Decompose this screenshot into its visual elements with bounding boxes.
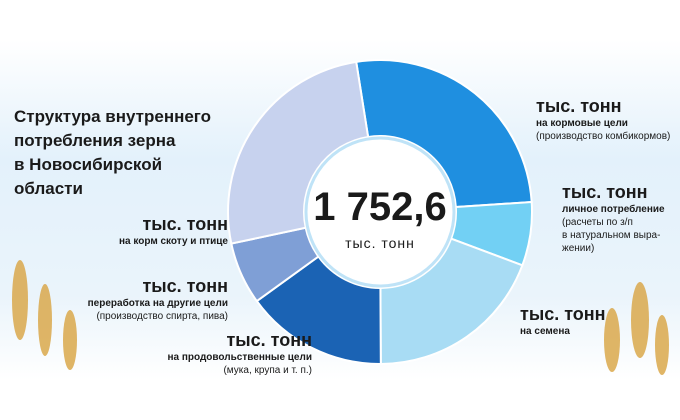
donut-segment: [379, 237, 524, 366]
center-disc: [304, 136, 456, 288]
category-name: на корм скоту и птице: [119, 236, 228, 247]
category-note: (мука, крупа и т. п.): [223, 365, 312, 376]
category-name: на семена: [520, 326, 570, 337]
title-line: потребления зерна: [14, 131, 176, 150]
category-note: в натуральном выра-: [562, 230, 660, 241]
total-value: 1 752,6: [313, 185, 446, 229]
donut-segment: [255, 255, 382, 365]
category-name: на кормовые цели: [536, 118, 628, 129]
category-name: на продовольственные цели: [167, 352, 312, 363]
value-label: тыс. тонн: [142, 214, 228, 234]
category-name: переработка на другие цели: [88, 297, 228, 309]
total-unit: тыс. тонн: [345, 235, 415, 251]
value-label: тыс. тонн: [142, 276, 228, 296]
value-text: тыс. тонн: [142, 214, 228, 234]
value-text: тыс. тонн: [142, 276, 228, 296]
value-text: тыс. тонн: [536, 96, 622, 116]
title-line: области: [14, 179, 83, 198]
wheat-decoration: [12, 260, 669, 375]
title-line: Структура внутреннего: [14, 107, 211, 126]
category-note: (расчеты по з/п: [562, 217, 633, 228]
value-label: тыс. тонн: [536, 96, 622, 116]
category-name: личное потребление: [562, 203, 665, 215]
value-label: тыс. тонн: [520, 304, 606, 324]
value-label: тыс. тонн: [226, 330, 312, 350]
title-line: в Новосибирской: [14, 155, 162, 174]
donut-segment: [227, 60, 370, 245]
category-note: жении): [562, 243, 594, 254]
value-text: тыс. тонн: [520, 304, 606, 324]
donut-segment: [355, 59, 533, 209]
value-text: тыс. тонн: [226, 330, 312, 350]
category-note: (производство комбикормов): [536, 130, 670, 142]
category-note: (производство спирта, пива): [96, 311, 228, 322]
value-label: тыс. тонн: [562, 182, 648, 202]
value-text: тыс. тонн: [562, 182, 648, 202]
